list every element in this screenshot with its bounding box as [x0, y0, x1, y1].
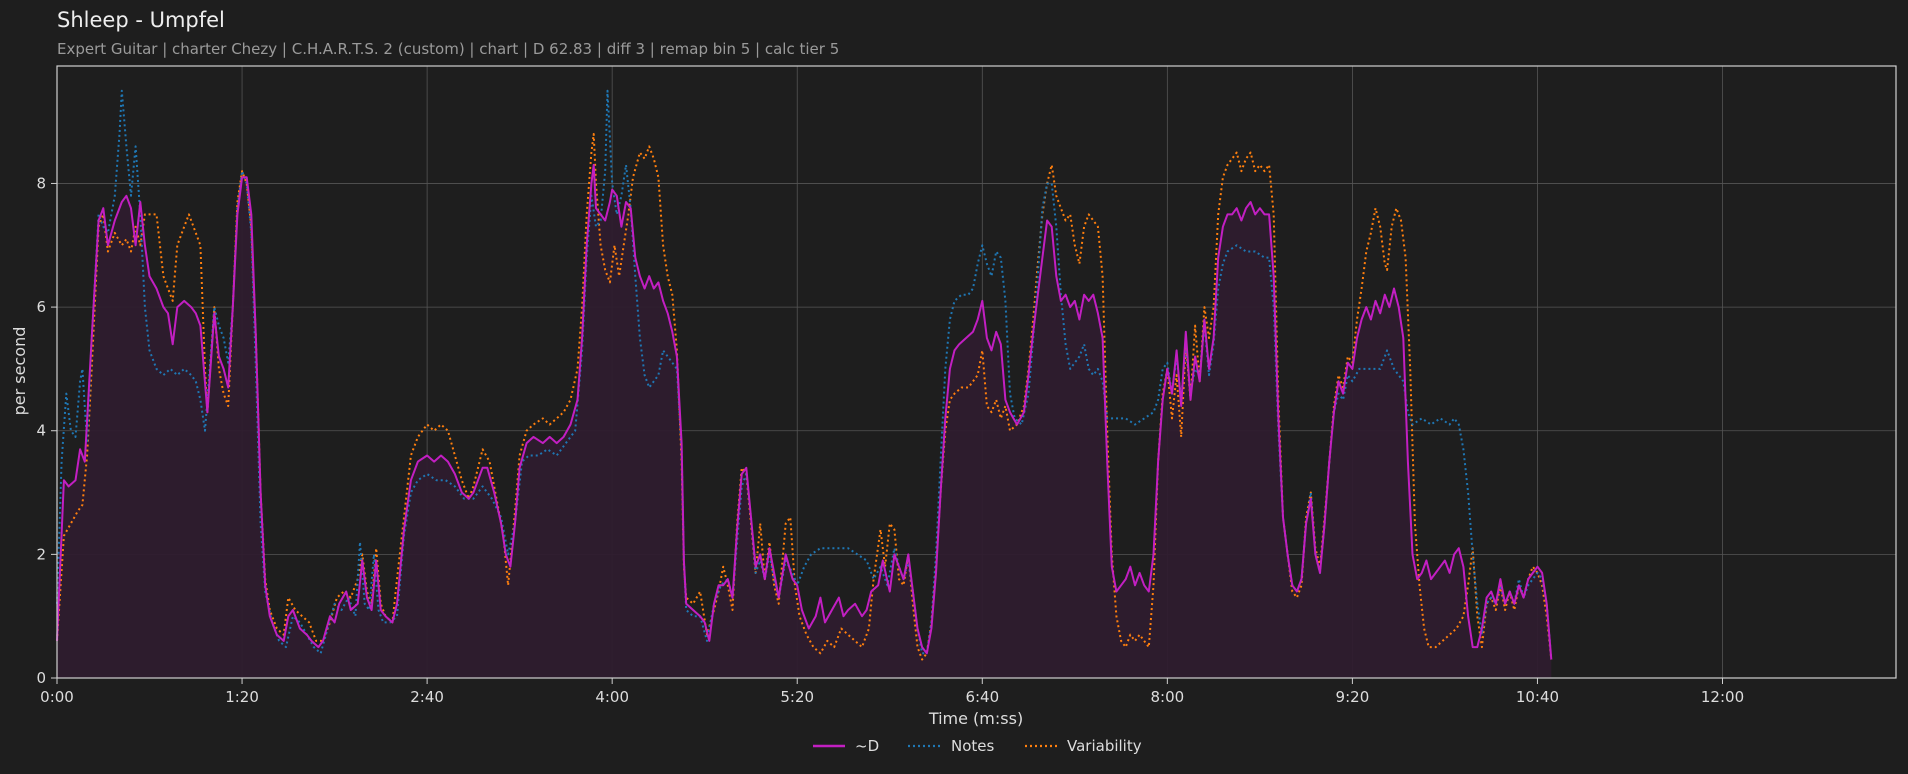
x-tick-label: 8:00: [1150, 688, 1184, 706]
legend: ~D Notes Variability: [813, 737, 1142, 755]
x-tick-label: 5:20: [780, 688, 814, 706]
legend-label: Notes: [951, 737, 995, 755]
y-tick-label: 4: [36, 422, 46, 440]
x-tick-label: 12:00: [1701, 688, 1744, 706]
x-tick-label: 1:20: [225, 688, 259, 706]
d-area-fill: [57, 164, 1552, 678]
series-line-d: [56, 163, 1553, 660]
y-tick-label: 2: [36, 545, 46, 563]
x-tick-label: 6:40: [965, 688, 999, 706]
series-group: [56, 89, 1553, 661]
legend-label: ~D: [855, 737, 879, 755]
y-tick-label: 8: [36, 174, 46, 192]
chart-subtitle: Expert Guitar | charter Chezy | C.H.A.R.…: [57, 40, 839, 58]
plot-frame: [56, 65, 1897, 679]
x-tick-label: 10:40: [1516, 688, 1559, 706]
x-tick-label: 9:20: [1336, 688, 1370, 706]
x-axis-label: Time (m:ss): [928, 709, 1023, 728]
d-area: [57, 164, 1552, 678]
y-tick-label: 6: [36, 298, 46, 316]
x-tick-label: 0:00: [40, 688, 74, 706]
x-tick-label: 4:00: [595, 688, 629, 706]
x-tick-label: 2:40: [410, 688, 444, 706]
axis-ticks: 0:00 1:20 2:40 4:00 5:20 6:40 8:00 9:20 10:40 12:…: [36, 174, 1744, 706]
y-tick-label: 0: [36, 669, 46, 687]
chart-title: Shleep - Umpfel: [57, 8, 225, 32]
legend-label: Variability: [1067, 737, 1142, 755]
y-axis-label: per second: [10, 327, 29, 416]
